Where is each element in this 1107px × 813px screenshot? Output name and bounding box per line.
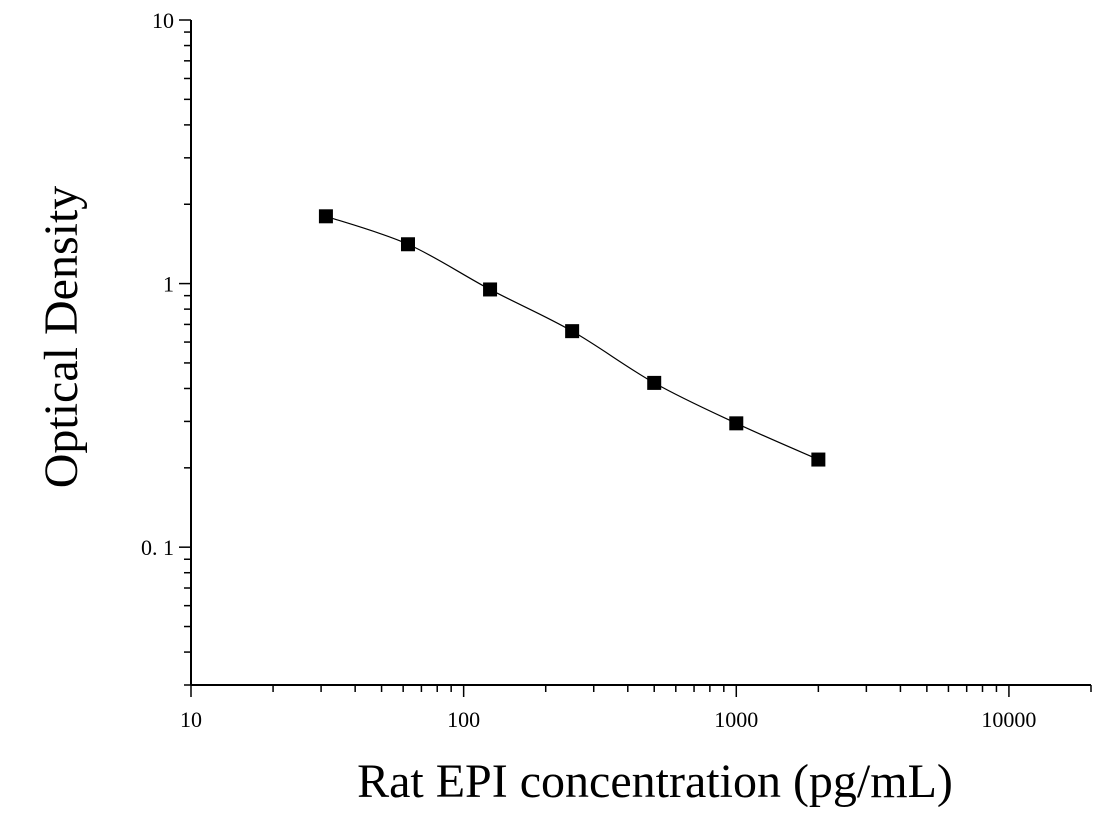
x-axis-title: Rat EPI concentration (pg/mL) bbox=[357, 755, 953, 808]
x-tick-label: 100 bbox=[447, 707, 480, 732]
x-tick-label: 1000 bbox=[714, 707, 758, 732]
data-point bbox=[647, 375, 662, 390]
data-point bbox=[565, 324, 580, 339]
data-point bbox=[318, 209, 333, 224]
x-ticks bbox=[190, 685, 1092, 697]
data-point bbox=[729, 416, 744, 431]
y-tick-label: 0. 1 bbox=[141, 535, 174, 560]
y-tick-label: 10 bbox=[152, 8, 174, 33]
x-tick-labels: 10 100 1000 10000 bbox=[180, 707, 1036, 732]
axes bbox=[190, 20, 1091, 686]
y-axis-title: Optical Density bbox=[35, 186, 88, 489]
x-tick-label: 10000 bbox=[981, 707, 1036, 732]
y-tick-label: 1 bbox=[163, 272, 174, 297]
y-tick-labels: 0. 1 1 10 bbox=[141, 8, 174, 560]
x-tick-label: 10 bbox=[180, 707, 202, 732]
data-point bbox=[483, 282, 498, 297]
y-ticks bbox=[179, 19, 191, 686]
data-point bbox=[811, 452, 826, 467]
data-point bbox=[400, 237, 415, 252]
data-points bbox=[318, 209, 826, 467]
